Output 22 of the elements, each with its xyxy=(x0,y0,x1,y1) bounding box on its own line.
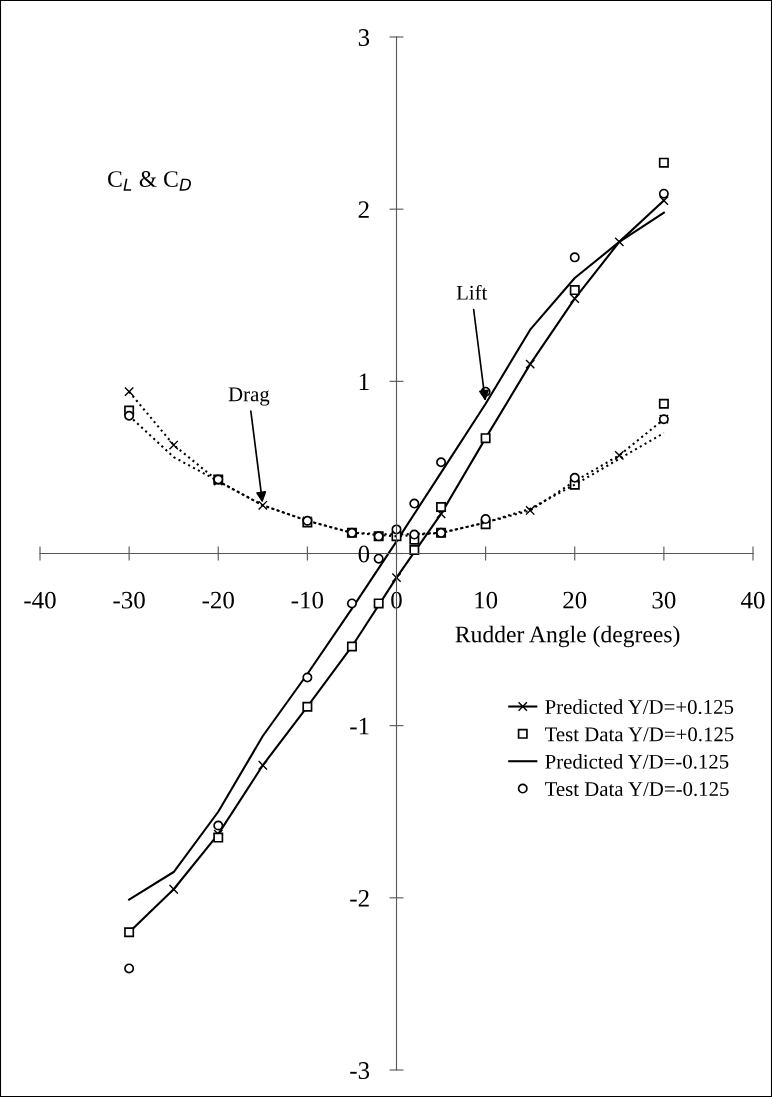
x-tick-label: 20 xyxy=(563,591,587,609)
x-axis-title: Rudder Angle (degrees) xyxy=(455,625,680,648)
y-tick-label: 2 xyxy=(358,201,369,218)
y-tick-label: 3 xyxy=(358,29,370,46)
x-tick-label: -10 xyxy=(291,591,324,609)
legend-label: Predicted Y/D=-0.125 xyxy=(545,754,729,769)
y-axis-title: C$_{L}$ & C$_{D}$ xyxy=(108,171,191,191)
x-tick-label: -20 xyxy=(202,591,234,609)
x-tick-label: 10 xyxy=(475,591,498,609)
y-tick-label: -3 xyxy=(350,1062,370,1079)
legend-label: Predicted Y/D=+0.125 xyxy=(545,699,734,715)
y-tick-label: 1 xyxy=(359,373,369,391)
x-tick-label: 40 xyxy=(740,591,765,609)
x-tick-label: -30 xyxy=(113,591,145,609)
x-tick-label: 30 xyxy=(652,591,676,609)
x-tick-label: -40 xyxy=(24,591,56,609)
annotation: Drag xyxy=(228,387,270,406)
legend-label: Test Data Y/D=+0.125 xyxy=(545,727,734,742)
y-tick-label: -2 xyxy=(350,889,369,907)
legend-label: Test Data Y/D=-0.125 xyxy=(545,782,729,797)
annotation: Lift xyxy=(456,284,488,300)
y-tick-label: -1 xyxy=(350,717,369,735)
